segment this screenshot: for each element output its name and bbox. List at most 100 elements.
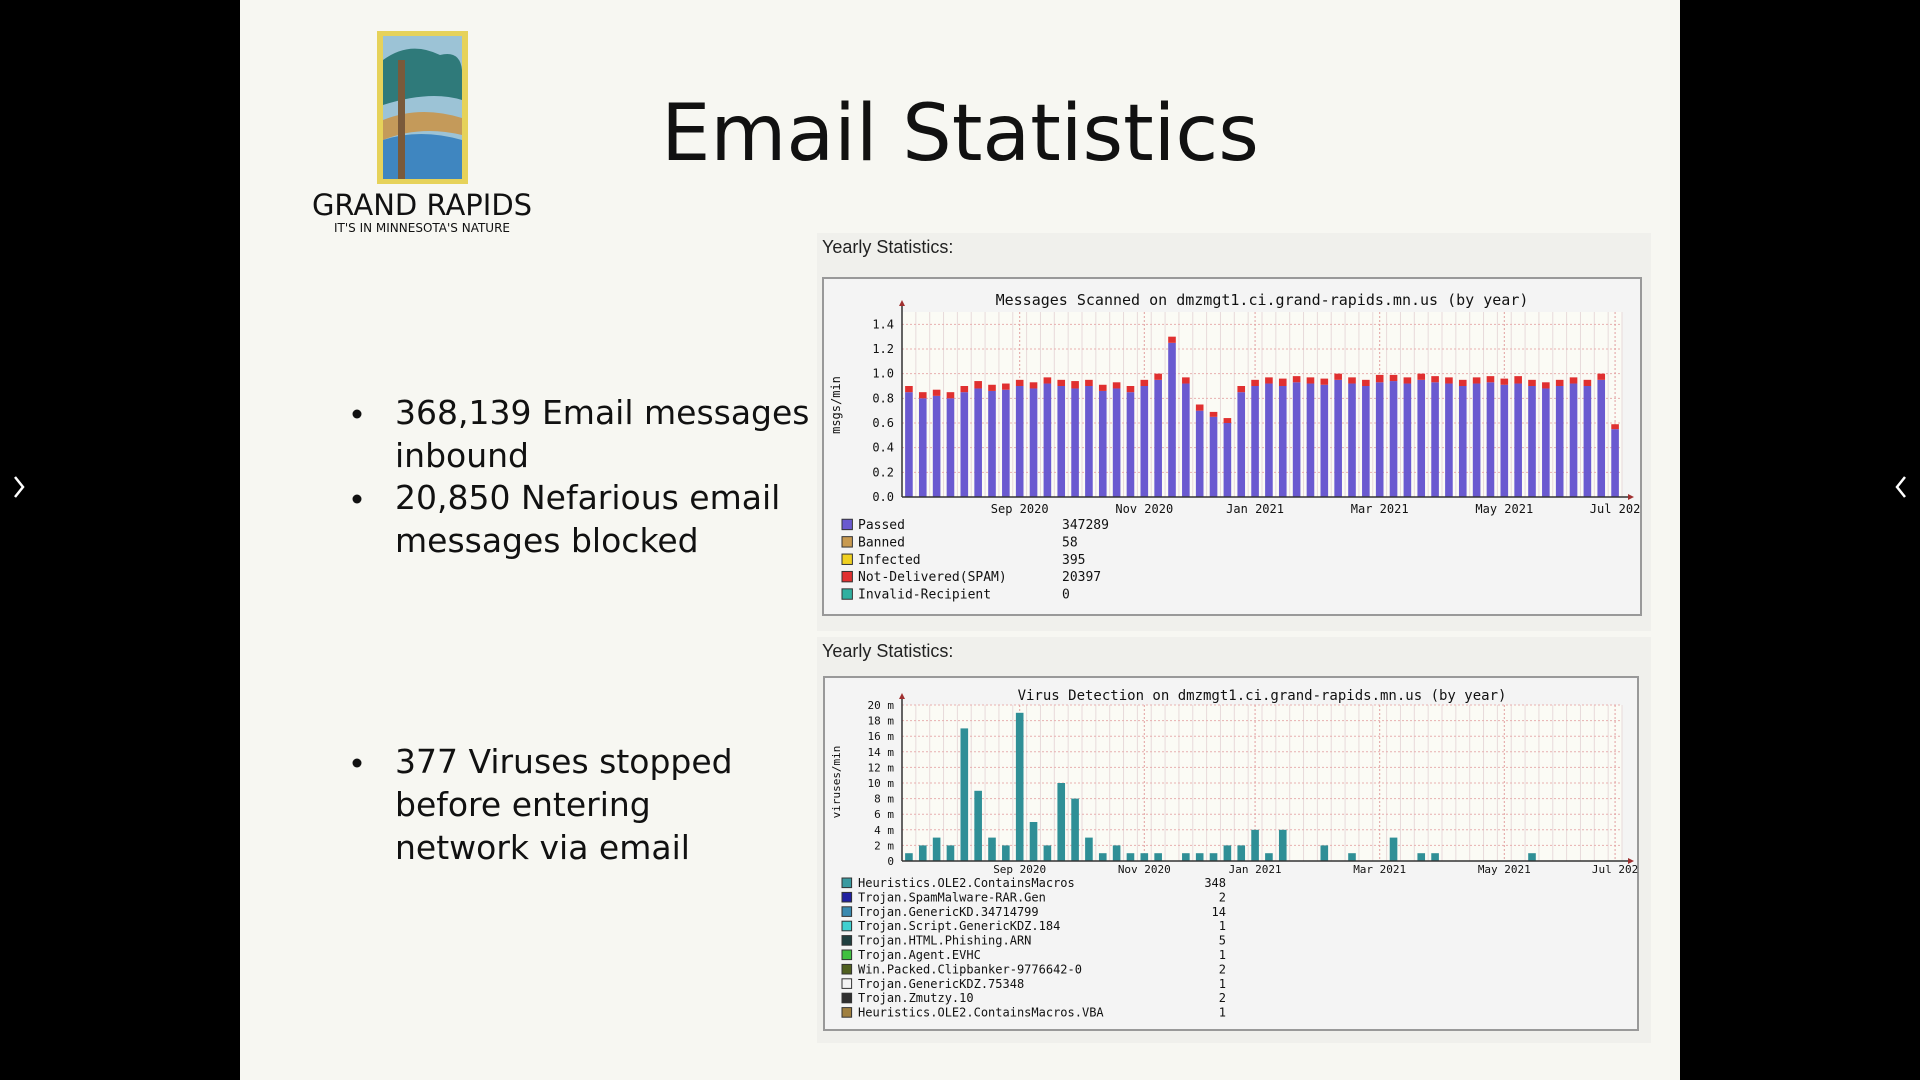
x-tick-label: Jan 2021 (1226, 502, 1284, 516)
bar-segment (1542, 388, 1550, 497)
bar-segment (1569, 377, 1578, 384)
legend-label: Invalid-Recipient (858, 588, 991, 603)
x-tick-label: Mar 2021 (1353, 863, 1406, 876)
bar (1389, 837, 1398, 861)
bar (1085, 837, 1093, 861)
bar-segment (1542, 382, 1550, 389)
bar-segment (1528, 379, 1536, 386)
bullet-text: before entering (395, 785, 651, 824)
y-tick-label: 0.4 (872, 441, 894, 455)
bar-segment (1403, 377, 1412, 384)
bar-segment (905, 392, 913, 497)
bar-segment (1126, 386, 1135, 393)
bar-segment (1209, 411, 1218, 417)
bar-segment (1278, 378, 1287, 386)
bar (1154, 853, 1162, 861)
bar-segment (1306, 377, 1315, 384)
bar (1237, 845, 1246, 861)
legend-label: Not-Delivered(SPAM) (858, 570, 1007, 585)
bar-segment (1334, 379, 1342, 497)
y-tick-label: 2 m (874, 839, 894, 852)
bar-segment (1348, 377, 1356, 384)
bar-segment (1375, 374, 1384, 383)
bar-segment (1278, 386, 1287, 497)
legend-total: 5 (1219, 934, 1226, 948)
y-tick-label: 0.0 (872, 490, 894, 504)
legend-total: 58 (1062, 535, 1078, 550)
x-tick-label: Jul 202 (1592, 863, 1638, 876)
legend-label: Win.Packed.Clipbanker-9776642-0 (858, 962, 1082, 976)
bar-segment (1209, 416, 1218, 497)
bar-segment (1500, 384, 1509, 497)
bar-segment (1154, 379, 1162, 497)
bar-segment (946, 392, 955, 399)
logo-name: GRAND RAPIDS (312, 188, 532, 222)
x-tick-label: May 2021 (1478, 863, 1531, 876)
bar (1320, 845, 1329, 861)
bar-segment (1265, 377, 1273, 384)
bar-segment (1431, 376, 1439, 383)
bar (1140, 853, 1149, 861)
bar-segment (1182, 377, 1190, 384)
x-tick-label: Jan 2021 (1229, 863, 1282, 876)
y-tick-label: 10 m (868, 777, 895, 790)
bar-segment (1486, 382, 1495, 497)
next-arrow[interactable] (14, 476, 25, 498)
legend-total: 348 (1204, 876, 1226, 890)
bar-segment (1583, 386, 1592, 497)
bar-segment (1043, 377, 1052, 384)
bar-segment (1472, 383, 1481, 497)
logo-trunk (398, 60, 405, 179)
bar-segment (1611, 429, 1619, 497)
bar-segment (1112, 382, 1121, 389)
legend-total: 20397 (1062, 570, 1101, 585)
bullet-dot (352, 409, 362, 419)
bar-segment (1403, 383, 1412, 497)
x-tick-label: Sep 2020 (993, 863, 1046, 876)
y-tick-label: 14 m (868, 746, 895, 759)
bar (1431, 853, 1439, 861)
legend-label: Trojan.SpamMalware-RAR.Gen (858, 890, 1046, 904)
legend-swatch (841, 891, 853, 903)
bar-segment (1417, 379, 1426, 497)
bar-segment (932, 395, 941, 497)
legend-swatch (841, 920, 853, 932)
bar (974, 790, 982, 861)
bar-segment (1362, 379, 1370, 386)
bullet-dot (352, 758, 362, 768)
bar (1417, 853, 1426, 861)
x-tick-label: Sep 2020 (991, 502, 1049, 516)
bar-segment (1071, 388, 1079, 497)
bar-segment (1154, 373, 1162, 380)
bar (932, 837, 941, 861)
bar-segment (1195, 404, 1204, 411)
bar-segment (918, 392, 927, 399)
bar (1265, 853, 1273, 861)
y-tick-label: 4 m (874, 824, 894, 837)
bar-segment (1015, 386, 1024, 497)
legend-swatch (841, 992, 853, 1004)
legend-label: Infected (858, 553, 921, 568)
legend-label: Banned (858, 535, 905, 550)
bar-segment (1002, 389, 1010, 497)
bar (1098, 853, 1107, 861)
prev-arrow[interactable] (1895, 476, 1906, 498)
bar-segment (1168, 342, 1176, 497)
bar-segment (1085, 379, 1093, 386)
bar (1002, 845, 1010, 861)
bar-segment (1389, 381, 1398, 497)
bar-segment (1223, 423, 1232, 497)
bar-segment (1237, 386, 1246, 393)
bar-segment (1002, 383, 1010, 390)
bar (1015, 712, 1024, 861)
legend-total: 1 (1219, 919, 1226, 933)
x-tick-label: Jul 202 (1590, 502, 1641, 516)
bullet-text: 20,850 Nefarious email (395, 478, 780, 517)
legend-total: 0 (1062, 588, 1070, 603)
bullet-text: messages blocked (395, 521, 699, 560)
bar-segment (1514, 383, 1522, 497)
bar (1223, 845, 1232, 861)
bullet-dot (352, 494, 362, 504)
